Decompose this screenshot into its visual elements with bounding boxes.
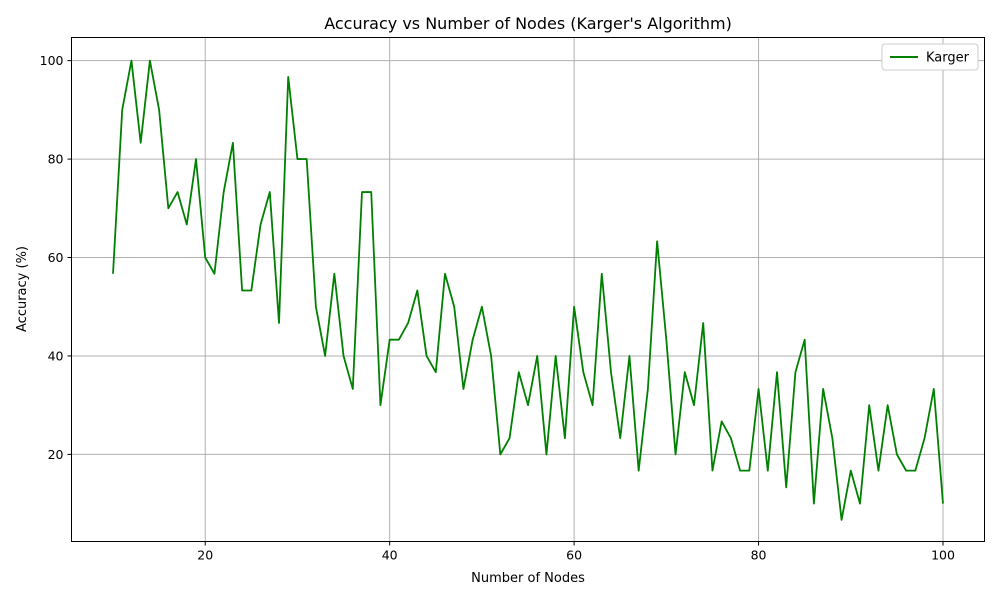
- y-axis-label: Accuracy (%): [15, 246, 30, 332]
- x-tick-label: 60: [566, 548, 582, 563]
- y-tick-label: 60: [48, 250, 64, 265]
- chart-title: Accuracy vs Number of Nodes (Karger's Al…: [324, 14, 732, 33]
- x-tick-label: 80: [751, 548, 767, 563]
- plot-frame: [71, 37, 985, 542]
- grid-lines: [71, 37, 985, 542]
- x-tick-label: 40: [382, 548, 398, 563]
- series-line-karger: [112, 59, 944, 521]
- y-tick-label: 100: [40, 53, 64, 68]
- y-tick-label: 80: [48, 152, 64, 167]
- legend: Karger: [881, 43, 979, 71]
- y-tick-label: 20: [48, 447, 64, 462]
- x-axis-label: Number of Nodes: [471, 571, 585, 586]
- legend-frame: [881, 43, 979, 71]
- legend-label-karger: Karger: [926, 51, 970, 66]
- x-tick-label: 100: [931, 548, 955, 563]
- x-tick-label: 20: [197, 548, 213, 563]
- series-layer: [112, 59, 944, 521]
- axis-ticks: 20 40 60 80 100 20 40 60 80 100: [40, 53, 955, 562]
- y-tick-label: 40: [48, 348, 64, 363]
